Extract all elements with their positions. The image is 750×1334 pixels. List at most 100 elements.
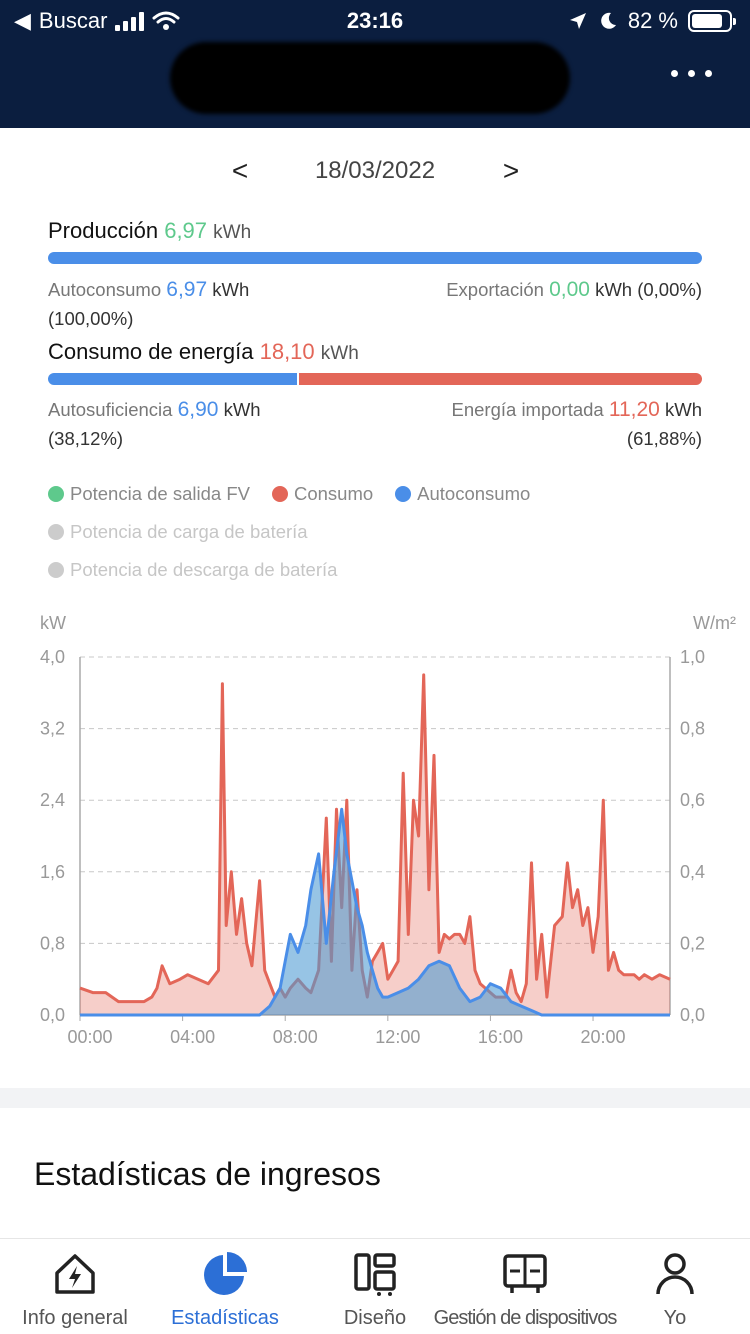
next-day-button[interactable]: >	[502, 155, 520, 186]
income-title: Estadísticas de ingresos	[34, 1156, 381, 1192]
autosuf-label: Autosuficiencia	[48, 399, 173, 420]
autoconsumo-pct: (100,00%)	[48, 308, 134, 329]
series-area-consumo	[80, 674, 670, 1015]
legend-battery-charge[interactable]: Potencia de carga de batería	[48, 521, 308, 543]
legend-pv-output[interactable]: Potencia de salida FV	[48, 483, 250, 505]
tab-gestion-label: Gestión de dispositivos	[433, 1307, 618, 1329]
location-arrow-icon	[569, 13, 586, 29]
legend-consumption[interactable]: Consumo	[271, 483, 374, 505]
tab-estadisticas-label: Estadísticas	[171, 1307, 279, 1329]
tab-yo[interactable]: Yo	[610, 1239, 740, 1334]
autosuf-unit: kWh	[223, 399, 261, 420]
x-tick-label: 04:00	[170, 1027, 215, 1047]
app-header: ◀ Buscar 23:16 82 %	[0, 0, 750, 128]
previous-day-button[interactable]: <	[231, 155, 249, 186]
production-unit: kWh	[213, 222, 252, 243]
legend-battery-discharge[interactable]: Potencia de descarga de batería	[48, 559, 337, 581]
export-unit: kWh	[595, 279, 633, 300]
x-tick-label: 08:00	[273, 1027, 318, 1047]
autosuf-value: 6,90	[177, 398, 219, 421]
consumption-summary: Consumo de energía 18,10 kWh	[48, 339, 359, 365]
autoconsumo-stat: Autoconsumo 6,97 kWh (100,00%)	[48, 275, 249, 333]
x-tick-label: 12:00	[375, 1027, 420, 1047]
autosuf-pct: (38,12%)	[48, 428, 124, 449]
tab-estadisticas[interactable]: Estadísticas	[150, 1239, 300, 1334]
more-options-button[interactable]	[671, 70, 712, 77]
legend-consumption-label: Consumo	[293, 483, 374, 504]
current-date[interactable]: 18/03/2022	[314, 157, 436, 184]
autoconsumo-value: 6,97	[166, 278, 208, 301]
chart-legend-row-1: Potencia de salida FV Consumo Autoconsum…	[48, 483, 530, 505]
device-inverter-icon	[503, 1254, 547, 1293]
chart-legend-row-3: Potencia de descarga de batería	[48, 559, 337, 581]
legend-battery-discharge-label: Potencia de descarga de batería	[70, 559, 338, 580]
back-label: Buscar	[38, 8, 108, 33]
y-tick-right: 0,2	[680, 933, 705, 953]
series-line-consumo	[79, 673, 671, 1004]
y-tick-right: 1,0	[680, 647, 705, 667]
import-label: Energía importada	[451, 399, 604, 420]
legend-dot-icon	[48, 562, 64, 578]
y-tick-right: 0,6	[680, 790, 705, 810]
pie-chart-icon	[204, 1252, 247, 1295]
y-tick-left: 4,0	[40, 647, 65, 667]
consumption-bar-self-sufficiency	[48, 373, 298, 385]
consumption-value: 18,10	[259, 339, 315, 364]
cellular-signal-icon	[115, 11, 145, 31]
moon-icon	[601, 12, 616, 29]
user-profile-icon	[656, 1253, 694, 1295]
tab-yo-label: Yo	[663, 1307, 687, 1329]
tab-gestion-dispositivos[interactable]: Gestión de dispositivos	[430, 1239, 620, 1334]
production-value: 6,97	[164, 218, 208, 243]
autosuficiencia-stat: Autosuficiencia 6,90 kWh (38,12%)	[48, 395, 261, 453]
y-tick-right: 0,4	[680, 862, 705, 882]
tab-info-general[interactable]: Info general	[0, 1239, 150, 1334]
legend-dot-icon	[395, 486, 412, 502]
wifi-icon	[152, 11, 180, 30]
import-value: 11,20	[608, 398, 660, 421]
autoconsumo-unit: kWh	[212, 279, 250, 300]
export-pct: (0,00%)	[637, 279, 702, 300]
import-unit: kWh	[665, 399, 702, 420]
consumption-label: Consumo de energía	[48, 339, 254, 364]
back-to-search[interactable]: ◀ Buscar	[14, 8, 180, 34]
y-tick-left: 1,6	[40, 862, 65, 882]
y-tick-left: 0,0	[40, 1005, 65, 1025]
import-pct: (61,88%)	[626, 428, 702, 449]
series-line-autoconsumo	[80, 807, 670, 1017]
y-axis-unit-right: W/m²	[693, 613, 736, 633]
legend-dot-icon	[271, 486, 288, 502]
x-tick-label: 00:00	[67, 1027, 112, 1047]
y-tick-right: 0,8	[680, 719, 705, 739]
production-bar-self	[48, 252, 702, 264]
energia-importada-stat: Energía importada 11,20 kWh (61,88%)	[452, 395, 702, 453]
legend-battery-charge-label: Potencia de carga de batería	[70, 521, 308, 542]
production-bar	[48, 252, 702, 264]
bottom-tab-bar: Info general Estadísticas Diseño Gestión…	[0, 1238, 750, 1334]
legend-self-consumption-label: Autoconsumo	[417, 483, 531, 504]
daily-statistics-card: < 18/03/2022 > Producción 6,97 kWh Autoc…	[0, 128, 750, 1088]
date-navigator: < 18/03/2022 >	[0, 156, 750, 186]
tab-diseno-label: Diseño	[343, 1307, 407, 1329]
legend-self-consumption[interactable]: Autoconsumo	[395, 483, 530, 505]
exportacion-stat: Exportación 0,00 kWh (0,00%)	[446, 275, 702, 304]
battery-icon	[688, 10, 736, 32]
tab-diseno[interactable]: Diseño	[300, 1239, 450, 1334]
legend-dot-icon	[48, 524, 64, 540]
export-label: Exportación	[446, 279, 544, 300]
export-value: 0,00	[549, 278, 590, 301]
consumption-bar	[48, 373, 702, 385]
chart-legend-row-2: Potencia de carga de batería	[48, 521, 308, 543]
clock: 23:16	[346, 8, 404, 33]
production-label: Producción	[48, 218, 159, 243]
production-summary: Producción 6,97 kWh	[48, 218, 251, 244]
layout-icon	[354, 1253, 396, 1296]
x-tick-label: 20:00	[581, 1027, 626, 1047]
y-axis-unit-left: kW	[40, 613, 66, 633]
autoconsumo-label: Autoconsumo	[48, 279, 162, 300]
tab-info-general-label: Info general	[22, 1307, 128, 1329]
power-chart[interactable]: kW W/m² 0,0 0,0 0,8 0,2 1,6 0,4 2,4 0,6 3,2 0,8 4,0 1…	[0, 598, 750, 1078]
y-tick-left: 0,8	[40, 933, 65, 953]
legend-pv-label: Potencia de salida FV	[70, 483, 250, 504]
consumption-unit: kWh	[320, 343, 359, 364]
